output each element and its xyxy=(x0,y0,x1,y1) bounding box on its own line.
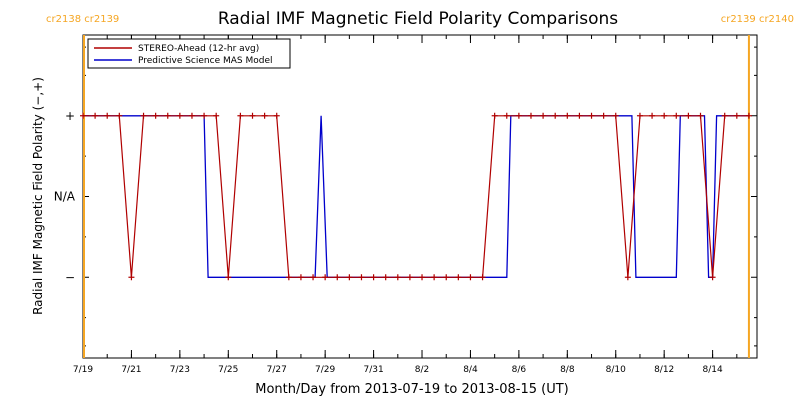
stereo-point-marker xyxy=(334,274,341,281)
stereo-point-marker xyxy=(685,112,692,119)
y-tick-label: − xyxy=(65,270,75,284)
stereo-point-marker xyxy=(431,274,438,281)
stereo-point-marker xyxy=(588,112,595,119)
stereo-point-marker xyxy=(600,112,607,119)
stereo-point-marker xyxy=(346,274,353,281)
y-axis: + N/A − xyxy=(54,46,757,347)
stereo-point-marker xyxy=(540,112,547,119)
stereo-point-marker xyxy=(455,274,462,281)
plot-frame xyxy=(82,34,758,359)
x-tick-label: 8/12 xyxy=(654,365,674,375)
x-tick-label: 7/31 xyxy=(363,365,383,375)
stereo-point-marker xyxy=(188,112,195,119)
carrington-label-left: cr2138 cr2139 xyxy=(46,14,119,25)
chart-title: Radial IMF Magnetic Field Polarity Compa… xyxy=(218,9,618,29)
stereo-point-marker xyxy=(225,274,232,281)
stereo-point-marker xyxy=(201,112,208,119)
x-tick-label: 8/8 xyxy=(560,365,575,375)
stereo-point-marker xyxy=(576,112,583,119)
x-tick-label: 7/27 xyxy=(267,365,287,375)
stereo-point-marker xyxy=(273,112,280,119)
stereo-point-marker xyxy=(709,274,716,281)
series-layer xyxy=(80,112,752,281)
x-tick-label: 8/10 xyxy=(606,365,626,375)
stereo-point-marker xyxy=(104,112,111,119)
stereo-point-marker xyxy=(261,112,268,119)
legend-label-stereo: STEREO-Ahead (12-hr avg) xyxy=(138,44,259,54)
stereo-point-marker xyxy=(140,112,147,119)
y-tick-label: N/A xyxy=(54,190,76,204)
x-tick-label: 7/29 xyxy=(315,365,335,375)
carrington-markers xyxy=(83,35,750,358)
x-tick-label: 8/4 xyxy=(463,365,478,375)
stereo-point-marker xyxy=(636,112,643,119)
x-tick-label: 8/14 xyxy=(702,365,722,375)
x-axis: 7/19 7/21 7/23 7/25 7/27 7/29 7/31 8/2 8/4 8/6 8/8… xyxy=(73,35,738,375)
legend: STEREO-Ahead (12-hr avg) Predictive Scie… xyxy=(87,38,291,69)
stereo-point-marker xyxy=(721,112,728,119)
stereo-point-marker xyxy=(358,274,365,281)
stereo-point-marker xyxy=(443,274,450,281)
stereo-point-marker xyxy=(406,274,413,281)
stereo-point-marker xyxy=(237,112,244,119)
series-line-stereo-ahead xyxy=(83,115,749,278)
legend-label-mas: Predictive Science MAS Model xyxy=(138,56,273,66)
stereo-point-marker xyxy=(176,112,183,119)
stereo-point-marker xyxy=(394,274,401,281)
stereo-point-marker xyxy=(92,112,99,119)
stereo-point-marker xyxy=(80,112,86,119)
stereo-point-marker xyxy=(128,274,135,281)
y-axis-label: Radial IMF Magnetic Field Polarity (−,+) xyxy=(31,77,45,315)
stereo-point-marker xyxy=(564,112,571,119)
stereo-point-marker xyxy=(515,112,522,119)
stereo-point-marker xyxy=(419,274,426,281)
stereo-point-marker xyxy=(249,112,256,119)
stereo-point-marker xyxy=(322,274,329,281)
x-tick-label: 8/2 xyxy=(415,365,429,375)
x-tick-label: 8/6 xyxy=(512,365,527,375)
stereo-point-marker xyxy=(285,274,292,281)
x-axis-label: Month/Day from 2013-07-19 to 2013-08-15 … xyxy=(255,382,568,397)
stereo-point-marker xyxy=(733,112,740,119)
series-line-mas-model xyxy=(83,115,749,278)
stereo-point-marker xyxy=(673,112,680,119)
stereo-point-marker xyxy=(612,112,619,119)
stereo-point-marker xyxy=(552,112,559,119)
stereo-point-marker xyxy=(649,112,656,119)
stereo-point-marker xyxy=(491,112,498,119)
stereo-point-marker xyxy=(310,274,317,281)
stereo-point-marker xyxy=(152,112,159,119)
stereo-point-marker xyxy=(624,274,631,281)
stereo-point-marker xyxy=(479,274,486,281)
stereo-point-marker xyxy=(382,274,389,281)
carrington-label-right: cr2139 cr2140 xyxy=(721,14,794,25)
stereo-point-marker xyxy=(467,274,474,281)
stereo-point-marker xyxy=(745,112,752,119)
stereo-point-marker xyxy=(164,112,171,119)
stereo-point-marker xyxy=(527,112,534,119)
stereo-point-marker xyxy=(661,112,668,119)
x-tick-label: 7/23 xyxy=(170,365,190,375)
stereo-point-marker xyxy=(116,112,123,119)
x-tick-label: 7/25 xyxy=(218,365,238,375)
stereo-point-marker xyxy=(370,274,377,281)
legend-box xyxy=(87,38,291,69)
x-tick-label: 7/21 xyxy=(121,365,141,375)
stereo-point-marker xyxy=(503,112,510,119)
stereo-point-marker xyxy=(297,274,304,281)
stereo-point-marker xyxy=(213,112,220,119)
x-tick-label: 7/19 xyxy=(73,365,93,375)
stereo-point-marker xyxy=(697,112,704,119)
y-tick-label: + xyxy=(65,109,75,123)
